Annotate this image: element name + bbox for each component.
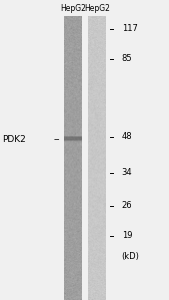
Text: 34: 34	[122, 168, 132, 177]
Text: (kD): (kD)	[122, 252, 140, 261]
Text: PDK2: PDK2	[2, 135, 26, 144]
Text: 85: 85	[122, 54, 132, 63]
Text: 117: 117	[122, 24, 138, 33]
Text: 48: 48	[122, 132, 132, 141]
Text: 26: 26	[122, 201, 132, 210]
Text: --: --	[53, 135, 60, 144]
Text: HepG2: HepG2	[60, 4, 86, 13]
Text: HepG2: HepG2	[84, 4, 110, 13]
Text: 19: 19	[122, 231, 132, 240]
